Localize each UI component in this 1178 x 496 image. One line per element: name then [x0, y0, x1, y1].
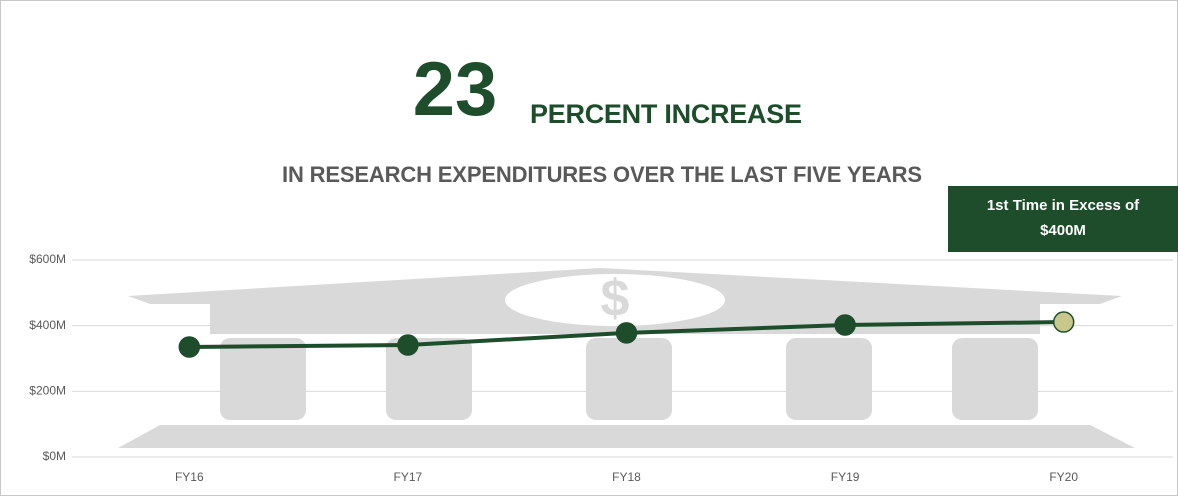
marker — [179, 337, 199, 357]
x-tick-label: FY17 — [394, 470, 423, 484]
y-tick-label: $0M — [43, 449, 66, 463]
x-tick-label: FY20 — [1049, 470, 1078, 484]
headline-number: 23 — [413, 47, 498, 132]
y-tick-label: $200M — [29, 384, 66, 398]
annotation-box — [948, 186, 1178, 252]
marker — [398, 335, 418, 355]
y-tick-label: $400M — [29, 318, 66, 332]
x-tick-label: FY16 — [175, 470, 204, 484]
marker — [1054, 312, 1074, 332]
x-tick-label: FY19 — [831, 470, 860, 484]
y-tick-label: $600M — [29, 252, 66, 266]
chart-title: PERCENT INCREASE — [530, 99, 802, 129]
annotation-line: $400M — [1040, 222, 1086, 239]
svg-text:$: $ — [601, 270, 630, 328]
chart-subtitle: IN RESEARCH EXPENDITURES OVER THE LAST F… — [282, 162, 922, 187]
marker — [835, 315, 855, 335]
chart: $ 23 PERCENT INCREASE IN RESEARCH EXPEND… — [0, 0, 1178, 496]
x-tick-label: FY18 — [612, 470, 641, 484]
marker — [617, 323, 637, 343]
annotation-line: 1st Time in Excess of — [987, 197, 1140, 214]
